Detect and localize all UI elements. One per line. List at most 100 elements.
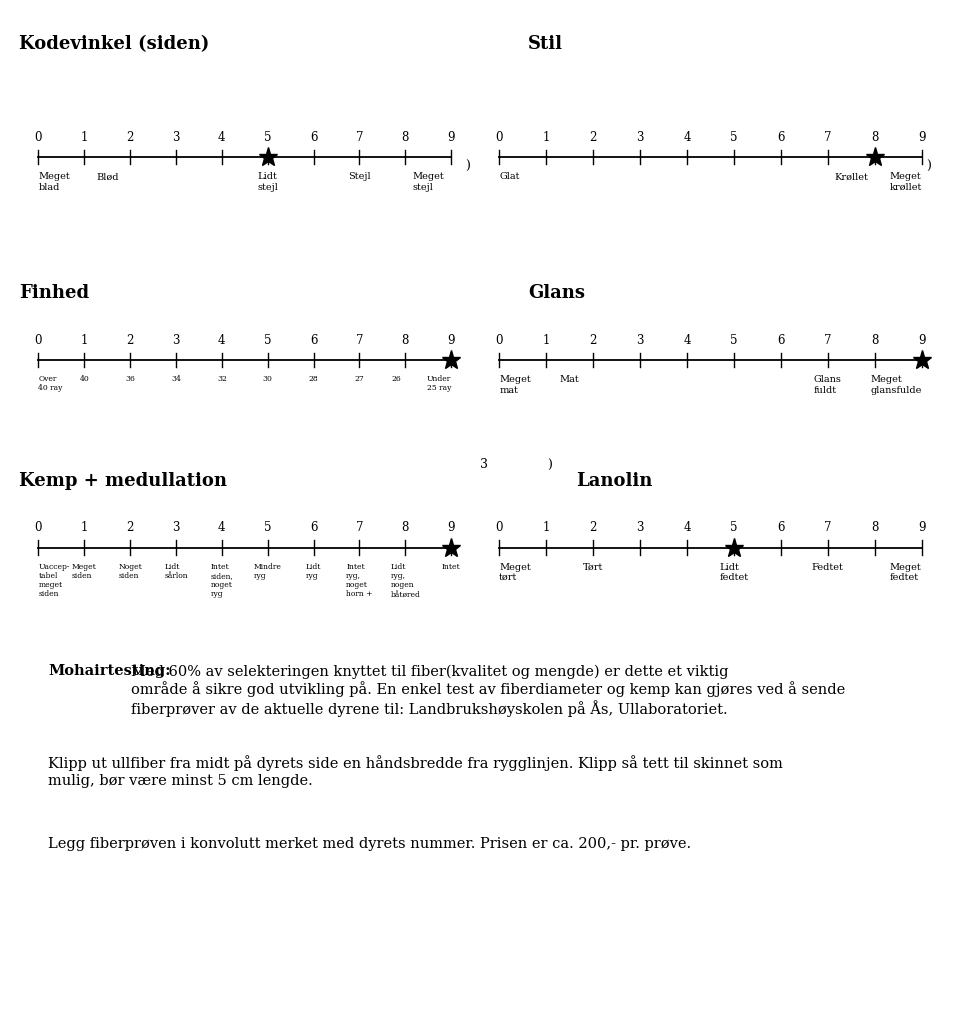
Text: 3: 3 (636, 521, 644, 534)
Text: 1: 1 (81, 131, 88, 144)
Text: 30: 30 (263, 375, 273, 383)
Text: ): ) (926, 160, 931, 173)
Text: 5: 5 (264, 334, 272, 347)
Text: 5: 5 (731, 334, 737, 347)
Text: 8: 8 (401, 521, 409, 534)
Text: Mohairtesting:: Mohairtesting: (48, 664, 171, 678)
Text: 3: 3 (172, 521, 180, 534)
Text: 2: 2 (589, 334, 597, 347)
Text: Under
25 ray: Under 25 ray (427, 375, 451, 392)
Text: Intet
siden,
noget
ryg: Intet siden, noget ryg (210, 563, 233, 598)
Text: Intet
ryg,
noget
horn +: Intet ryg, noget horn + (347, 563, 372, 598)
Text: 7: 7 (356, 334, 363, 347)
Text: Meget
krøllet: Meget krøllet (889, 172, 922, 192)
Text: Mindre
ryg: Mindre ryg (253, 563, 281, 580)
Text: Meget
siden: Meget siden (72, 563, 97, 580)
Text: 26: 26 (392, 375, 401, 383)
Text: Lidt
stejl: Lidt stejl (257, 172, 278, 192)
Text: Meget
stejl: Meget stejl (413, 172, 444, 192)
Text: Fedtet: Fedtet (812, 563, 844, 572)
Text: 7: 7 (356, 131, 363, 144)
Text: 5: 5 (731, 131, 737, 144)
Text: Glans
fuldt: Glans fuldt (814, 375, 842, 394)
Text: 9: 9 (447, 521, 455, 534)
Text: 1: 1 (542, 521, 550, 534)
Text: 2: 2 (589, 521, 597, 534)
Text: 34: 34 (171, 375, 180, 383)
Text: Tørt: Tørt (583, 563, 603, 572)
Text: 36: 36 (125, 375, 135, 383)
Text: 3: 3 (172, 334, 180, 347)
Text: Klipp ut ullfiber fra midt på dyrets side en håndsbredde fra rygglinjen. Klipp s: Klipp ut ullfiber fra midt på dyrets sid… (48, 755, 782, 788)
Text: Med 60% av selekteringen knyttet til fiber(kvalitet og mengde) er dette et vikti: Med 60% av selekteringen knyttet til fib… (132, 664, 846, 717)
Text: 6: 6 (777, 521, 784, 534)
Text: 7: 7 (824, 131, 831, 144)
Text: 4: 4 (684, 131, 690, 144)
Text: 4: 4 (218, 521, 226, 534)
Text: 5: 5 (731, 521, 737, 534)
Text: 1: 1 (81, 521, 88, 534)
Text: 6: 6 (777, 131, 784, 144)
Text: 6: 6 (310, 334, 318, 347)
Text: 5: 5 (264, 521, 272, 534)
Text: Blød: Blød (96, 172, 118, 182)
Text: 8: 8 (871, 334, 878, 347)
Text: Stil: Stil (528, 35, 563, 54)
Text: 4: 4 (218, 131, 226, 144)
Text: 8: 8 (871, 131, 878, 144)
Text: 4: 4 (684, 521, 690, 534)
Text: Over
40 ray: Over 40 ray (38, 375, 62, 392)
Text: Lanolin: Lanolin (576, 472, 653, 490)
Text: 0: 0 (35, 334, 42, 347)
Text: 9: 9 (918, 334, 925, 347)
Text: Meget
glansfuldе: Meget glansfuldе (870, 375, 922, 394)
Text: 2: 2 (589, 131, 597, 144)
Text: Glans: Glans (528, 284, 585, 302)
Text: 1: 1 (542, 131, 550, 144)
Text: Legg fiberprøven i konvolutt merket med dyrets nummer. Prisen er ca. 200,- pr. p: Legg fiberprøven i konvolutt merket med … (48, 837, 691, 851)
Text: Lidt
sårlon: Lidt sårlon (164, 563, 188, 580)
Text: Kemp + medullation: Kemp + medullation (19, 472, 228, 490)
Text: 5: 5 (264, 131, 272, 144)
Text: 28: 28 (309, 375, 319, 383)
Text: 0: 0 (495, 521, 503, 534)
Text: Mat: Mat (560, 375, 580, 384)
Text: Stejl: Stejl (348, 172, 371, 182)
Text: Glat: Glat (499, 172, 519, 182)
Text: 8: 8 (401, 131, 409, 144)
Text: 0: 0 (35, 521, 42, 534)
Text: 3: 3 (636, 131, 644, 144)
Text: 2: 2 (127, 521, 133, 534)
Text: Lidt
fedtet: Lidt fedtet (719, 563, 749, 582)
Text: Meget
fedtet: Meget fedtet (890, 563, 922, 582)
Text: Meget
blad: Meget blad (38, 172, 70, 192)
Text: Uaccep-
tabel
meget
siden: Uaccep- tabel meget siden (38, 563, 70, 598)
Text: Meget
tørt: Meget tørt (499, 563, 531, 582)
Text: 2: 2 (127, 131, 133, 144)
Text: Lidt
ryg: Lidt ryg (306, 563, 322, 580)
Text: 9: 9 (447, 334, 455, 347)
Text: Lidt
ryg,
nogen
båtøred: Lidt ryg, nogen båtøred (391, 563, 420, 598)
Text: 4: 4 (218, 334, 226, 347)
Text: 9: 9 (918, 521, 925, 534)
Text: 40: 40 (80, 375, 89, 383)
Text: 1: 1 (542, 334, 550, 347)
Text: 7: 7 (824, 521, 831, 534)
Text: Kodevinkel (siden): Kodevinkel (siden) (19, 35, 209, 54)
Text: 7: 7 (824, 334, 831, 347)
Text: 9: 9 (918, 131, 925, 144)
Text: 3: 3 (172, 131, 180, 144)
Text: 7: 7 (356, 521, 363, 534)
Text: 27: 27 (354, 375, 365, 383)
Text: 8: 8 (871, 521, 878, 534)
Text: 6: 6 (310, 521, 318, 534)
Text: 6: 6 (310, 131, 318, 144)
Text: Noget
siden: Noget siden (118, 563, 142, 580)
Text: 8: 8 (401, 334, 409, 347)
Text: 0: 0 (495, 334, 503, 347)
Text: 9: 9 (447, 131, 455, 144)
Text: 3: 3 (636, 334, 644, 347)
Text: 1: 1 (81, 334, 88, 347)
Text: Intet: Intet (442, 563, 461, 571)
Text: Meget
mat: Meget mat (499, 375, 531, 394)
